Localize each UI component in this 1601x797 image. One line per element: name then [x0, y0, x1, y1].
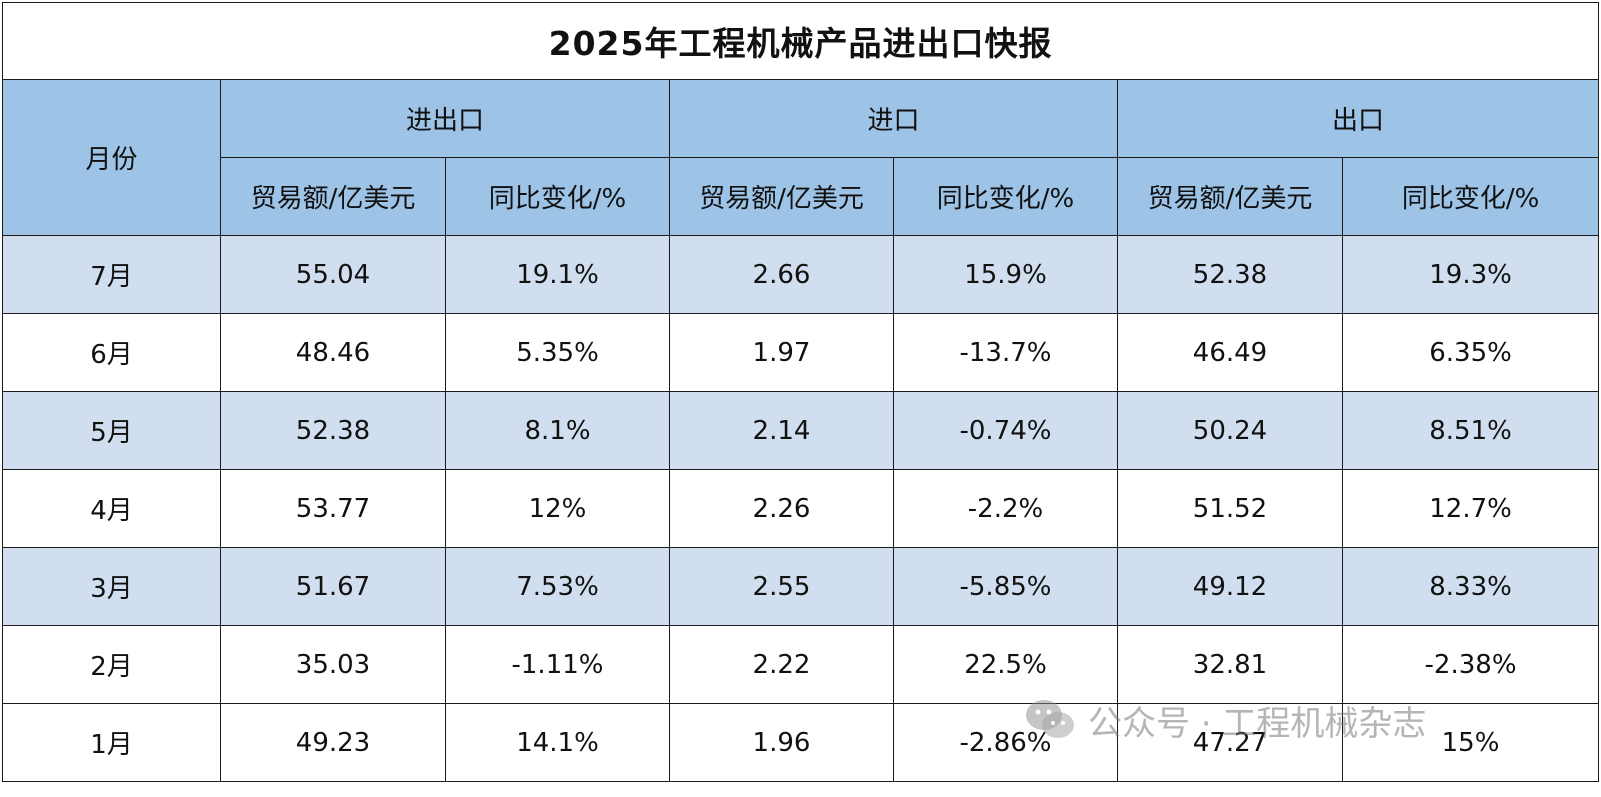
table-row: 2月 35.03 -1.11% 2.22 22.5% 32.81 -2.38% [2, 625, 1600, 704]
subheader-total-yoy: 同比变化/% [445, 157, 670, 236]
cell-total: 48.46 [220, 313, 446, 392]
cell-month: 3月 [2, 547, 221, 626]
cell-total: 49.23 [220, 703, 446, 782]
table-row: 3月 51.67 7.53% 2.55 -5.85% 49.12 8.33% [2, 547, 1600, 626]
cell-import: 2.55 [669, 547, 894, 626]
subheader-export-amount: 贸易额/亿美元 [1117, 157, 1343, 236]
table-row: 4月 53.77 12% 2.26 -2.2% 51.52 12.7% [2, 469, 1600, 548]
cell-import: 2.22 [669, 625, 894, 704]
cell-total-yoy: 7.53% [445, 547, 670, 626]
cell-month: 4月 [2, 469, 221, 548]
table-row: 5月 52.38 8.1% 2.14 -0.74% 50.24 8.51% [2, 391, 1600, 470]
cell-export: 50.24 [1117, 391, 1343, 470]
cell-export-yoy: 8.51% [1341, 391, 1600, 470]
subheader-import-yoy: 同比变化/% [893, 157, 1118, 236]
cell-total: 52.38 [220, 391, 446, 470]
table-row: 7月 55.04 19.1% 2.66 15.9% 52.38 19.3% [2, 235, 1600, 314]
header-month: 月份 [2, 79, 221, 236]
cell-export-yoy: 12.7% [1341, 469, 1600, 548]
cell-total-yoy: 5.35% [445, 313, 670, 392]
cell-export-yoy: 6.35% [1341, 313, 1600, 392]
cell-total-yoy: -1.11% [445, 625, 670, 704]
cell-total: 55.04 [220, 235, 446, 314]
cell-month: 6月 [2, 313, 221, 392]
cell-month: 1月 [2, 703, 221, 782]
cell-export: 52.38 [1117, 235, 1343, 314]
table-row: 6月 48.46 5.35% 1.97 -13.7% 46.49 6.35% [2, 313, 1600, 392]
cell-import-yoy: -2.2% [893, 469, 1118, 548]
cell-export-yoy: 15% [1341, 703, 1600, 782]
cell-month: 5月 [2, 391, 221, 470]
table-row: 1月 49.23 14.1% 1.96 -2.86% 47.27 15% [2, 703, 1600, 782]
cell-import-yoy: -2.86% [893, 703, 1118, 782]
cell-month: 2月 [2, 625, 221, 704]
cell-import-yoy: 22.5% [893, 625, 1118, 704]
cell-export-yoy: 19.3% [1341, 235, 1600, 314]
cell-total-yoy: 14.1% [445, 703, 670, 782]
cell-export: 46.49 [1117, 313, 1343, 392]
header-group-total: 进出口 [220, 79, 670, 158]
cell-import-yoy: -13.7% [893, 313, 1118, 392]
subheader-import-amount: 贸易额/亿美元 [669, 157, 894, 236]
table-title: 2025年工程机械产品进出口快报 [1, 2, 1600, 80]
cell-import: 2.26 [669, 469, 894, 548]
cell-export-yoy: 8.33% [1341, 547, 1600, 626]
cell-total-yoy: 19.1% [445, 235, 670, 314]
cell-total-yoy: 12% [445, 469, 670, 548]
cell-total: 53.77 [220, 469, 446, 548]
cell-export: 32.81 [1117, 625, 1343, 704]
cell-total-yoy: 8.1% [445, 391, 670, 470]
cell-import-yoy: -0.74% [893, 391, 1118, 470]
cell-import: 1.96 [669, 703, 894, 782]
cell-export: 47.27 [1117, 703, 1343, 782]
cell-import: 2.66 [669, 235, 894, 314]
cell-month: 7月 [2, 235, 221, 314]
header-group-import: 进口 [669, 79, 1118, 158]
cell-total: 35.03 [220, 625, 446, 704]
subheader-export-yoy: 同比变化/% [1341, 157, 1600, 236]
cell-total: 51.67 [220, 547, 446, 626]
cell-export-yoy: -2.38% [1341, 625, 1600, 704]
cell-import: 1.97 [669, 313, 894, 392]
subheader-total-amount: 贸易额/亿美元 [220, 157, 446, 236]
cell-export: 51.52 [1117, 469, 1343, 548]
trade-table: 2025年工程机械产品进出口快报 月份 进出口 进口 出口 贸易额/亿美元 同比… [1, 2, 1600, 782]
cell-import: 2.14 [669, 391, 894, 470]
header-group-export: 出口 [1116, 79, 1600, 158]
cell-import-yoy: -5.85% [893, 547, 1118, 626]
cell-export: 49.12 [1117, 547, 1343, 626]
cell-import-yoy: 15.9% [893, 235, 1118, 314]
